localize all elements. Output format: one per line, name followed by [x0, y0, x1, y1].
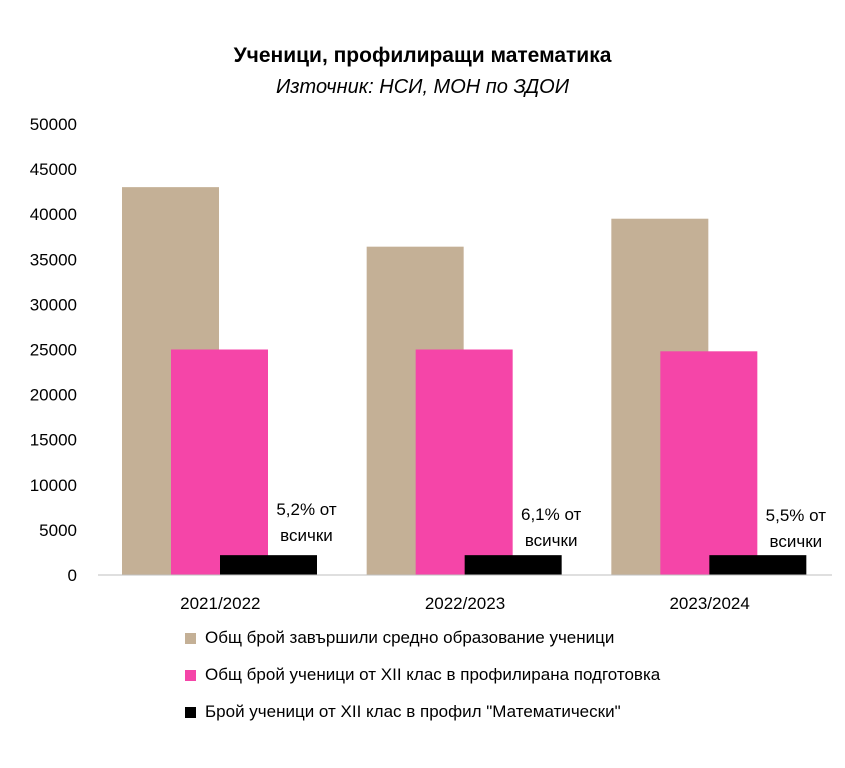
bar — [709, 555, 807, 575]
bar — [415, 349, 513, 575]
bar — [171, 349, 268, 575]
bar-chart: 0 5000 10000 15000 20000 25000 30000 35000 40000… — [30, 115, 832, 613]
annotation-label: 5,2% от всички — [276, 500, 337, 545]
legend-label: Общ брой завършили средно образование уч… — [205, 628, 615, 647]
legend-item-math: Брой ученици от XII клас в профил "Матем… — [185, 702, 660, 722]
x-tick-label: 2022/2023 — [425, 594, 505, 613]
legend-label: Общ брой ученици от XII клас в профилира… — [205, 665, 661, 684]
y-tick-label: 40000 — [30, 205, 77, 224]
legend-item-graduates: Общ брой завършили средно образование уч… — [185, 628, 660, 648]
y-tick-label: 20000 — [30, 386, 77, 405]
chart-title: Ученици, профилиращи математика — [233, 44, 612, 67]
annotation-label: 5,5% от всички — [766, 506, 827, 551]
y-axis: 0 5000 10000 15000 20000 25000 30000 35000 40000… — [30, 115, 77, 585]
bar — [464, 555, 562, 575]
y-tick-label: 30000 — [30, 295, 77, 314]
legend: Общ брой завършили средно образование уч… — [185, 628, 660, 739]
annotation-label: 6,1% от всички — [521, 505, 582, 550]
y-tick-label: 5000 — [39, 521, 77, 540]
legend-item-profiled: Общ брой ученици от XII клас в профилира… — [185, 665, 660, 685]
legend-swatch — [185, 632, 196, 644]
y-tick-label: 45000 — [30, 160, 77, 179]
y-tick-label: 50000 — [30, 115, 77, 134]
y-tick-label: 25000 — [30, 341, 77, 360]
legend-swatch — [185, 706, 196, 718]
y-tick-label: 10000 — [30, 476, 77, 495]
bar — [660, 351, 758, 575]
bar — [220, 555, 317, 575]
x-axis: 2021/2022 2022/2023 2023/2024 — [180, 594, 750, 613]
y-tick-label: 35000 — [30, 250, 77, 269]
x-tick-label: 2023/2024 — [669, 594, 749, 613]
chart-subtitle: Източник: НСИ, МОН по ЗДОИ — [275, 76, 570, 98]
legend-swatch — [185, 669, 196, 681]
legend-label: Брой ученици от XII клас в профил "Матем… — [205, 702, 621, 721]
annotations-group: 5,2% от всички 6,1% от всички 5,5% от всички — [276, 500, 826, 551]
y-tick-label: 0 — [68, 566, 77, 585]
x-tick-label: 2021/2022 — [180, 594, 260, 613]
y-tick-label: 15000 — [30, 431, 77, 450]
bars-group — [122, 187, 807, 575]
